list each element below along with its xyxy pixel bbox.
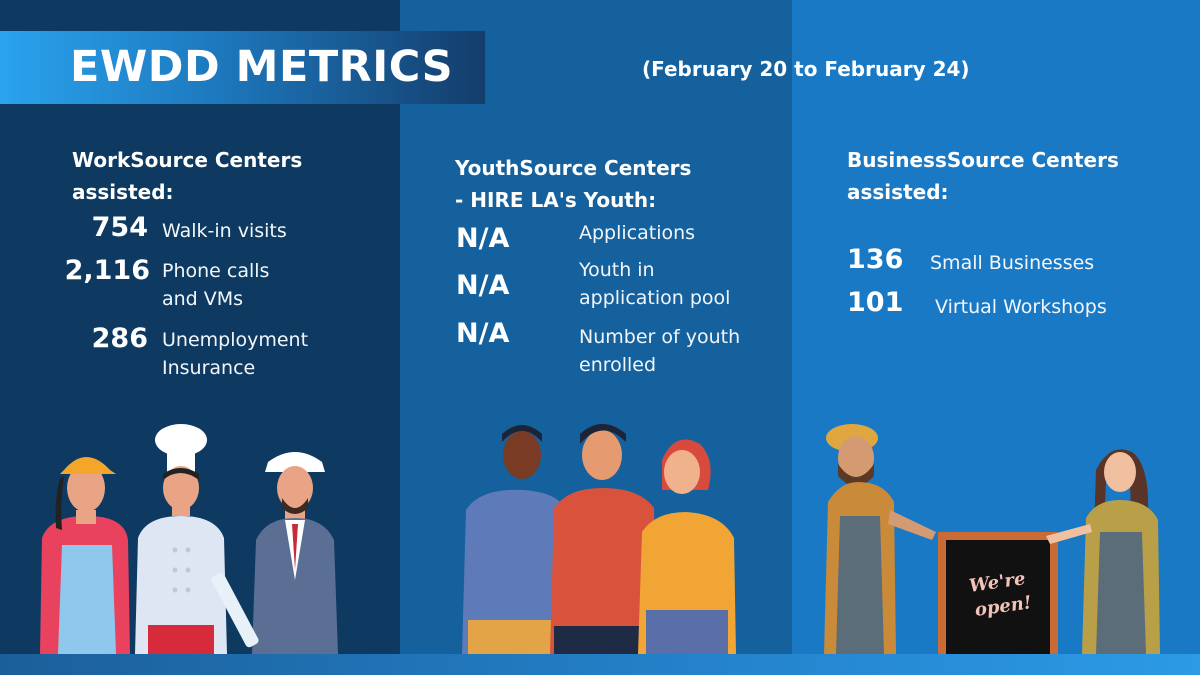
youthsource-heading-line1: YouthSource Centers [455, 156, 692, 180]
virtual-workshops-value: 101 [847, 287, 904, 318]
unemployment-label-line2: Insurance [162, 357, 256, 379]
phone-calls-label-line2: and VMs [162, 288, 244, 310]
small-businesses-label: Small Businesses [930, 252, 1095, 274]
worker-hardhat-figure [40, 457, 130, 654]
business-owners-illustration: We're open! [824, 424, 1160, 654]
walkin-value: 754 [91, 212, 148, 243]
unemployment-label: Unemployment Insurance [162, 326, 308, 382]
application-pool-value: N/A [456, 270, 510, 301]
phone-calls-label: Phone calls and VMs [162, 257, 269, 313]
worksource-heading-line1: WorkSource Centers [72, 148, 303, 172]
youth-enrolled-value: N/A [456, 318, 510, 349]
chef-figure [135, 424, 227, 654]
youth-enrolled-label: Number of youth enrolled [579, 323, 740, 379]
businesssource-heading-line2: assisted: [847, 180, 949, 204]
youthsource-heading: YouthSource Centers - HIRE LA's Youth: [455, 152, 691, 216]
small-businesses-value: 136 [847, 244, 904, 275]
application-pool-label-line1: Youth in [579, 259, 655, 281]
bottom-accent-bar [0, 654, 1200, 675]
worksource-heading-line2: assisted: [72, 180, 174, 204]
worksource-heading: WorkSource Centers assisted: [72, 144, 302, 208]
phone-calls-value: 2,116 [64, 255, 150, 286]
youth-right-figure [638, 439, 736, 654]
phone-calls-label-line1: Phone calls [162, 260, 270, 282]
youth-center-figure [550, 424, 656, 654]
shop-owner-woman-figure [1046, 449, 1160, 654]
unemployment-label-line1: Unemployment [162, 329, 309, 351]
application-pool-label: Youth in application pool [579, 256, 730, 312]
workers-illustration [40, 424, 338, 654]
walkin-label: Walk-in visits [162, 220, 287, 242]
engineer-figure [211, 452, 338, 654]
title-banner [0, 31, 485, 104]
applications-value: N/A [456, 223, 510, 254]
youth-enrolled-label-line2: enrolled [579, 354, 657, 376]
youthsource-heading-line2: - HIRE LA's Youth: [455, 188, 657, 212]
applications-label: Applications [579, 222, 696, 244]
businesssource-heading-line1: BusinessSource Centers [847, 148, 1119, 172]
youth-enrolled-label-line1: Number of youth [579, 326, 741, 348]
unemployment-value: 286 [91, 323, 148, 354]
application-pool-label-line2: application pool [579, 287, 731, 309]
virtual-workshops-label: Virtual Workshops [935, 296, 1107, 318]
businesssource-heading: BusinessSource Centers assisted: [847, 144, 1119, 208]
youth-group-illustration [462, 424, 736, 654]
shop-owner-man-figure [824, 424, 936, 654]
date-range: (February 20 to February 24) [642, 57, 970, 81]
open-sign: We're open! [938, 532, 1058, 654]
page-title: EWDD METRICS [70, 42, 454, 92]
youth-left-figure [462, 425, 568, 654]
